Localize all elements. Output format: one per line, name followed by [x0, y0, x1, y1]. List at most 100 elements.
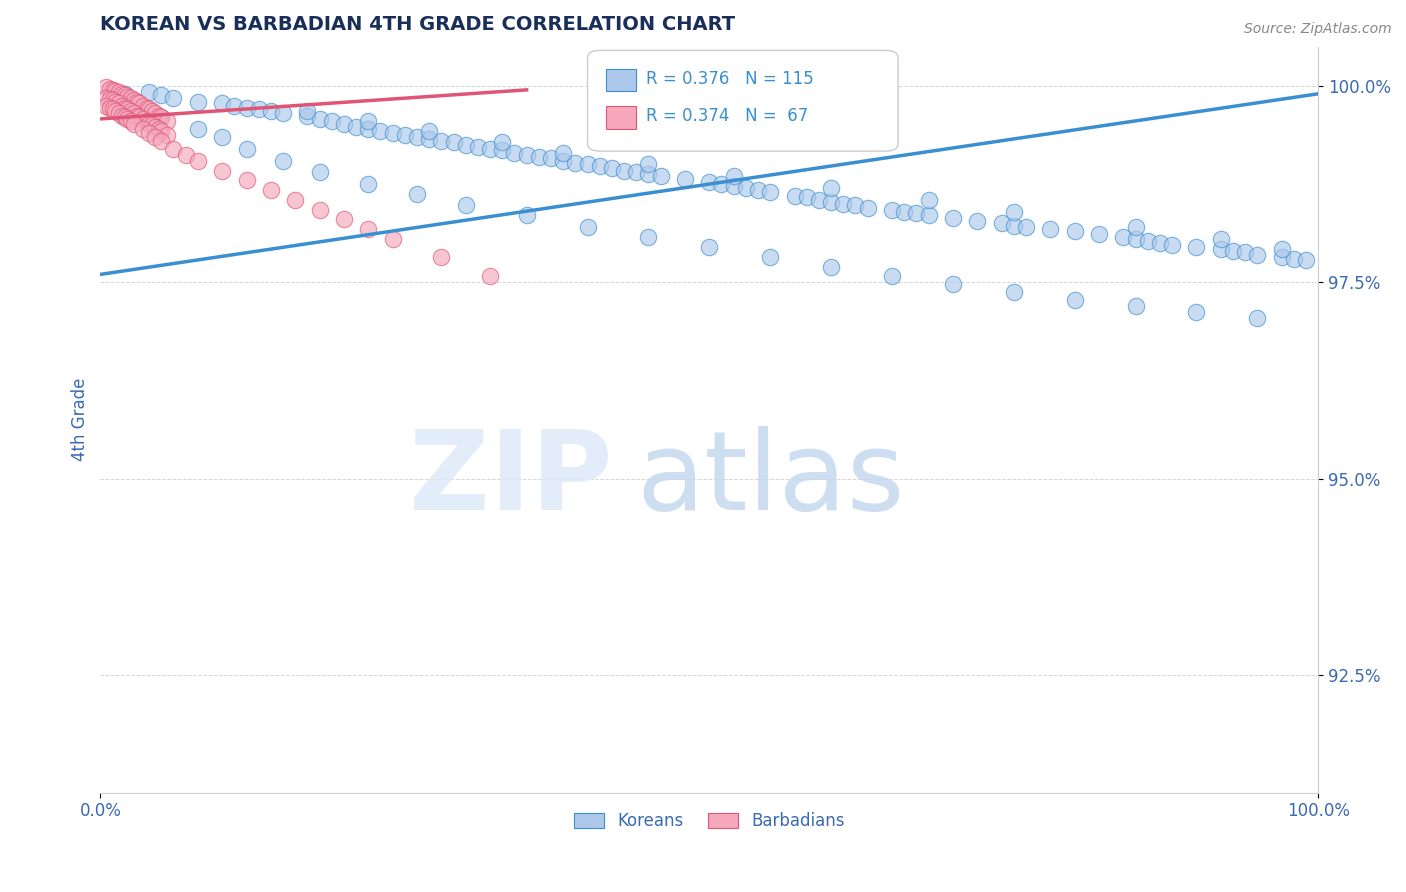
Point — [844, 198, 866, 212]
Point — [673, 171, 696, 186]
Point — [1185, 305, 1208, 319]
Point — [101, 83, 124, 97]
Point — [104, 104, 127, 119]
Point — [637, 157, 659, 171]
Point — [156, 128, 179, 142]
Point — [807, 193, 830, 207]
Point — [759, 185, 782, 199]
Point — [381, 126, 404, 140]
Point — [1149, 235, 1171, 250]
Point — [98, 101, 121, 115]
Point — [1088, 227, 1111, 241]
Point — [576, 157, 599, 171]
Point — [150, 134, 173, 148]
Point — [321, 114, 343, 128]
Point — [1209, 242, 1232, 256]
Point — [589, 159, 612, 173]
Point — [101, 103, 124, 117]
Point — [211, 163, 233, 178]
Point — [150, 111, 173, 125]
Point — [491, 144, 513, 158]
Point — [187, 153, 209, 168]
Point — [856, 201, 879, 215]
Point — [235, 173, 257, 187]
Point — [1271, 242, 1294, 256]
Point — [271, 106, 294, 120]
Point — [357, 122, 380, 136]
Point — [1295, 253, 1317, 268]
Point — [120, 104, 142, 119]
Point — [111, 98, 134, 112]
Point — [141, 118, 163, 132]
Point — [1125, 299, 1147, 313]
Point — [224, 98, 246, 112]
Y-axis label: 4th Grade: 4th Grade — [72, 378, 89, 461]
Point — [1136, 235, 1159, 249]
Point — [125, 95, 148, 109]
Point — [114, 87, 136, 101]
Point — [734, 181, 756, 195]
Point — [697, 175, 720, 189]
Point — [479, 268, 502, 283]
Point — [1271, 250, 1294, 264]
Point — [297, 109, 319, 123]
Point — [637, 167, 659, 181]
Point — [747, 183, 769, 197]
Point — [138, 85, 160, 99]
Point — [553, 153, 575, 168]
Point — [104, 84, 127, 98]
Point — [128, 111, 150, 125]
Point — [370, 124, 392, 138]
Point — [516, 209, 538, 223]
Point — [271, 153, 294, 168]
Point — [107, 96, 129, 111]
Point — [120, 114, 142, 128]
Point — [235, 101, 257, 115]
Point — [820, 195, 842, 210]
Point — [820, 260, 842, 274]
Text: R = 0.376   N = 115: R = 0.376 N = 115 — [645, 70, 814, 87]
Point — [430, 134, 453, 148]
Point — [333, 117, 356, 131]
Point — [966, 214, 988, 228]
Point — [124, 106, 146, 120]
FancyBboxPatch shape — [606, 106, 637, 128]
Point — [443, 136, 465, 150]
Point — [893, 204, 915, 219]
Point — [124, 93, 146, 107]
Point — [406, 130, 429, 145]
Point — [723, 169, 745, 184]
Point — [150, 88, 173, 103]
FancyBboxPatch shape — [606, 69, 637, 91]
FancyBboxPatch shape — [588, 50, 898, 151]
Text: KOREAN VS BARBADIAN 4TH GRADE CORRELATION CHART: KOREAN VS BARBADIAN 4TH GRADE CORRELATIO… — [100, 15, 735, 34]
Point — [418, 132, 440, 146]
Point — [491, 136, 513, 150]
Point — [96, 98, 118, 112]
Point — [783, 189, 806, 203]
Point — [880, 268, 903, 283]
Point — [132, 122, 155, 136]
Point — [96, 80, 118, 95]
Point — [143, 130, 166, 145]
Point — [381, 232, 404, 246]
Point — [308, 202, 330, 217]
Point — [260, 104, 283, 119]
Point — [98, 82, 121, 96]
Point — [1125, 232, 1147, 246]
Point — [111, 87, 134, 101]
Point — [156, 114, 179, 128]
Point — [564, 156, 586, 170]
Point — [600, 161, 623, 176]
Point — [1063, 293, 1085, 307]
Point — [124, 117, 146, 131]
Point — [107, 85, 129, 99]
Point — [162, 91, 184, 105]
Point — [1063, 224, 1085, 238]
Point — [942, 211, 965, 225]
Point — [115, 112, 138, 126]
Point — [697, 240, 720, 254]
Point — [141, 104, 163, 119]
Point — [917, 193, 939, 207]
Point — [115, 90, 138, 104]
